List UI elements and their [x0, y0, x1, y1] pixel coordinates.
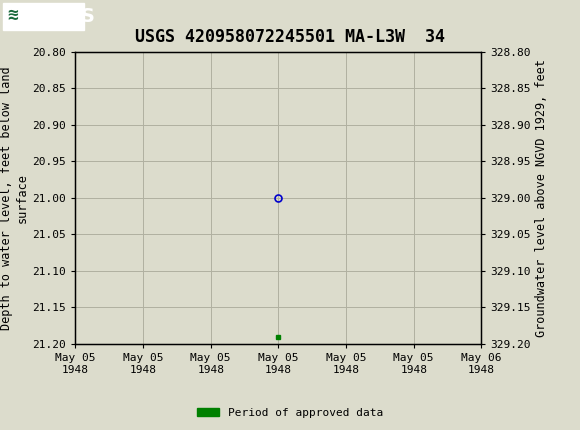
Y-axis label: Groundwater level above NGVD 1929, feet: Groundwater level above NGVD 1929, feet	[535, 59, 548, 337]
Bar	[3, 3, 84, 30]
Text: USGS: USGS	[35, 6, 95, 26]
Legend: Period of approved data: Period of approved data	[193, 403, 387, 422]
Text: USGS 420958072245501 MA-L3W  34: USGS 420958072245501 MA-L3W 34	[135, 28, 445, 46]
Text: ≋: ≋	[7, 6, 18, 25]
Y-axis label: Depth to water level, feet below land
surface: Depth to water level, feet below land su…	[1, 66, 28, 330]
